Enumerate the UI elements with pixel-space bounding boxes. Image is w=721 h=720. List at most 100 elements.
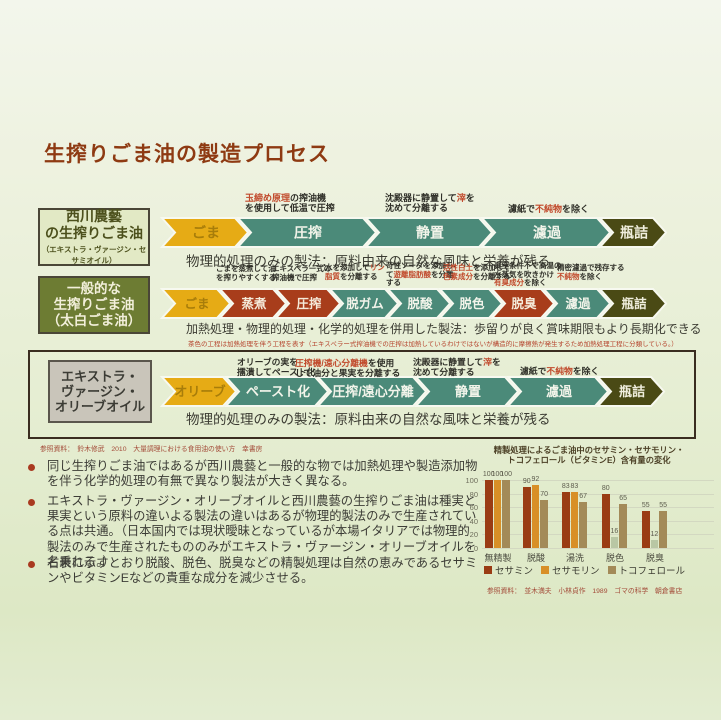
process-step-arrow <box>223 376 330 407</box>
process-description-generic: 加熱処理・物理的処理・化学的処理を併用した製法：歩留りが良く賞味期限もより長期化… <box>186 322 702 336</box>
annotation-segment: を <box>465 193 475 203</box>
process-step-arrow <box>273 288 342 319</box>
annotation-segment: を除く <box>524 278 547 288</box>
annotation-segment: ごまを蒸煮して油 <box>216 264 276 273</box>
chart-gridline <box>482 480 714 481</box>
producer-label-lines: 西川農藝 の生搾りごま油 <box>45 208 143 241</box>
process-step-arrow <box>385 288 452 319</box>
process-step-label: 圧搾/遠心分離 <box>332 384 414 399</box>
process-step-arrow <box>437 288 504 319</box>
chart-value-label: 100 <box>482 471 495 478</box>
chart-bar <box>579 502 587 548</box>
annotation-segment: 遊離脂肪酸 <box>393 269 432 279</box>
chart-bar <box>502 480 510 548</box>
chart-value-label: 16 <box>610 528 619 536</box>
bullet-dot <box>28 499 35 506</box>
chart-value-label: 65 <box>619 494 628 502</box>
annotation-segment: を除く <box>562 204 590 214</box>
annotation-segment: 沈めて分離する <box>385 203 449 214</box>
annotation-segment: の搾油機 <box>290 193 327 203</box>
bullet-item: 同じ生搾りごま油ではあるが西川農藝と一般的な物では加熱処理や製造添加物を伴う化学… <box>28 459 479 489</box>
chart-gridline <box>482 520 714 522</box>
reference-chart: 参照資料： 並木満夫 小林貞作 1989 ゴマの科学 朝倉書店 <box>487 588 683 595</box>
chart-bar <box>619 503 627 548</box>
annotation-segment: 沈めて分離する <box>413 367 475 378</box>
process-step-annotation: 沈殿器に静置して滓を沈めて分離する <box>413 357 501 377</box>
process-step-annotation: 濾紙で不純物を除く <box>508 204 589 214</box>
process-step-annotation: エキスペラー式の 搾油機で圧搾 <box>272 264 332 282</box>
bullet-text: 同じ生搾りごま油ではあるが西川農藝と一般的な物では加熱処理や製造添加物を伴う化学… <box>47 459 478 489</box>
chart-ytick-label: 40 <box>469 516 478 526</box>
annotation-segment: 水を添加して <box>325 263 370 272</box>
process-step-arrow <box>489 288 556 319</box>
chart-value-label: 100 <box>500 471 512 478</box>
annotation-segment: 擂潰してペースト化 <box>237 367 316 378</box>
chart-title-line1: 精製処理によるごま油中のセサミン・セサモリン・ <box>493 445 685 455</box>
process-step-annotation: 精密濾過で残存する 不純物を除く <box>557 263 625 281</box>
annotation-segment: を <box>491 357 501 367</box>
process-step-label: 静置 <box>455 384 481 399</box>
annotation-segment: リン <box>369 263 385 272</box>
legend-swatch-icon <box>541 566 550 574</box>
process-step-label: 脱ガム <box>346 296 384 311</box>
process-step-arrow <box>479 217 612 248</box>
chart-ytick-label: 100 <box>465 476 478 485</box>
process-step-label: 濾過 <box>565 296 591 311</box>
bullet-text: エキストラ・ヴァージン・オリーブオイルと西川農藝の生搾りごま油は種実と果実という… <box>47 494 477 569</box>
annotation-segment: して油分と果実を分離する <box>295 368 401 379</box>
chart-category-label: 脱臭 <box>645 553 664 563</box>
chart-legend-item: トコフェロール <box>607 563 685 577</box>
process-step-annotation: 水を添加してリン 脂質を分離する <box>325 263 385 281</box>
process-step-arrow <box>159 288 232 319</box>
legend-swatch-icon <box>484 566 492 574</box>
chart-bar <box>540 500 548 548</box>
process-step-arrow <box>363 217 494 248</box>
process-step-annotation: 圧搾機/遠心分離機を使用 して油分と果実を分離する <box>295 358 400 378</box>
annotation-segment: オリーブの実を <box>237 357 299 367</box>
legend-label: セサミン <box>495 566 534 577</box>
annotation-segment: 苛性ソーダを添加し <box>386 261 454 270</box>
chart: 精製処理によるごま油中のセサミン・セサモリン・ トコフェロール（ビタミンE）含有… <box>460 444 718 602</box>
producer-label-sub: （エキストラ・ヴァージン・セサミオイル） <box>41 244 147 265</box>
chart-legend-item: セサモリン <box>541 563 600 577</box>
chart-category-label: 脱色 <box>605 553 624 563</box>
annotation-segment: 搾油機で圧搾 <box>272 272 317 282</box>
process-arrows-olive: オリーブ ペースト化 圧搾/遠心分離 静置 濾過 瓶詰 <box>159 376 666 407</box>
process-step-label: オリーブ <box>174 384 225 399</box>
page-title: 生搾りごま油の製造プロセス <box>44 143 330 166</box>
chart-value-label: 83 <box>570 482 579 490</box>
chart-value-label: 83 <box>561 482 570 490</box>
annotation-segment: 活性白土 <box>443 263 473 272</box>
process-step-label: 濾過 <box>546 384 573 399</box>
legend-swatch-icon <box>607 566 616 574</box>
annotation-segment: エキスペラー式の <box>272 264 332 273</box>
annotation-segment: 水蒸気を吹きかけ <box>494 269 554 279</box>
producer-label-line: （太白ごま油） <box>46 312 142 328</box>
annotation-segment: 濾紙で <box>520 366 547 376</box>
process-step-arrow <box>235 217 378 248</box>
chart-ytick-label: 0 <box>473 544 478 553</box>
producer-label-line: オリーブオイル <box>54 399 146 415</box>
process-step-arrow <box>217 288 288 319</box>
annotation-segment: 滓 <box>456 193 466 203</box>
annotation-segment: を添加して <box>473 263 511 272</box>
process-step-arrow <box>505 376 610 407</box>
process-step-arrow <box>595 376 666 407</box>
annotation-segment: を分離する <box>340 271 378 281</box>
chart-value-label: 55 <box>659 501 668 509</box>
annotation-segment: 沈殿器に静置して <box>413 357 484 367</box>
annotation-segment: 不純物 <box>535 204 563 214</box>
process-step-label: 脱色 <box>459 296 485 311</box>
annotation-segment: 滓 <box>483 357 492 367</box>
annotation-segment: て <box>386 269 394 279</box>
chart-value-label: 92 <box>531 476 540 484</box>
process-step-annotation: オリーブの実を 擂潰してペースト化 <box>237 357 315 377</box>
chart-bar <box>610 537 619 548</box>
process-step-arrow <box>327 288 400 319</box>
chart-legend: セサミン セサモリン トコフェロール <box>484 563 685 577</box>
process-step-label: 蒸煮 <box>241 296 267 311</box>
process-step-label: ペースト化 <box>246 384 310 399</box>
bullet-text: 右表に示すとおり脱酸、脱色、脱臭などの精製処理は自然の恵みであるセサミンやビタミ… <box>47 556 478 586</box>
process-step-arrow <box>159 376 238 407</box>
annotation-segment: を除く <box>572 366 600 376</box>
